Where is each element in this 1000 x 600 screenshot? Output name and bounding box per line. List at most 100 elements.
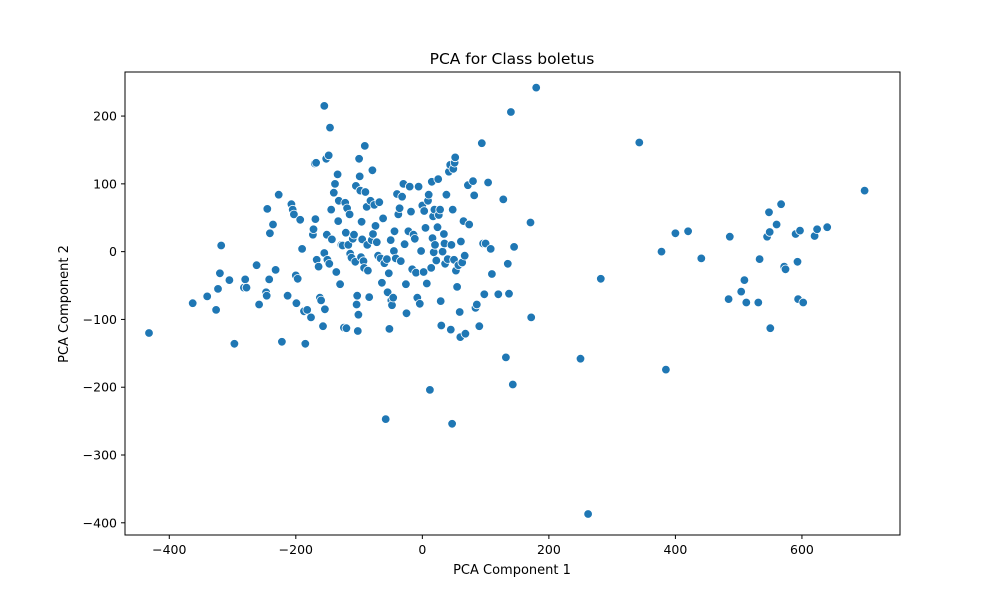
data-point <box>289 209 299 220</box>
data-point <box>264 274 274 285</box>
data-point <box>426 263 436 273</box>
data-point <box>483 177 493 188</box>
data-point <box>352 291 362 301</box>
y-tick-label: −100 <box>83 312 117 327</box>
data-point <box>399 239 410 249</box>
data-point <box>506 107 516 117</box>
data-point <box>265 228 275 239</box>
data-point <box>401 279 411 289</box>
y-axis-label: PCA Component 2 <box>57 245 72 363</box>
data-point <box>319 101 330 111</box>
x-tick-label: 200 <box>537 542 561 557</box>
data-point <box>822 222 832 232</box>
data-point <box>356 217 367 227</box>
y-tick-label: 200 <box>93 109 117 124</box>
data-point <box>498 194 509 205</box>
data-point <box>450 152 460 163</box>
data-point <box>430 240 440 250</box>
data-point <box>418 267 429 277</box>
data-point <box>753 297 764 308</box>
data-point <box>368 229 378 239</box>
data-point <box>202 291 212 302</box>
data-point <box>378 213 388 224</box>
data-point <box>344 209 355 220</box>
data-point <box>384 324 395 334</box>
data-point <box>331 267 342 277</box>
data-point <box>324 150 334 161</box>
data-point <box>422 278 432 289</box>
data-point <box>501 352 511 363</box>
data-point <box>262 291 272 301</box>
data-point <box>355 171 365 182</box>
data-point <box>353 310 364 320</box>
data-point <box>696 253 707 264</box>
data-point <box>764 207 774 218</box>
x-tick-label: −400 <box>152 542 186 557</box>
data-point <box>798 297 808 308</box>
data-point <box>469 190 479 201</box>
data-point <box>736 286 746 297</box>
y-tick-label: −300 <box>83 448 117 463</box>
data-point <box>302 305 312 315</box>
data-point <box>795 225 805 236</box>
data-point <box>477 138 487 148</box>
data-point <box>268 219 278 230</box>
x-tick-label: 0 <box>418 542 426 557</box>
data-point <box>377 278 387 288</box>
data-point <box>187 298 198 308</box>
data-point <box>330 179 340 189</box>
data-point <box>406 206 416 217</box>
data-point <box>216 240 226 251</box>
points-layer <box>144 82 870 519</box>
data-point <box>333 216 343 226</box>
data-point <box>472 299 482 310</box>
data-point <box>596 274 606 284</box>
data-point <box>433 174 443 184</box>
x-tick-label: 400 <box>663 542 687 557</box>
data-point <box>525 217 536 228</box>
data-point <box>435 204 445 215</box>
data-point <box>661 364 671 375</box>
data-point <box>388 293 398 303</box>
data-point <box>310 214 321 224</box>
data-point <box>765 323 776 333</box>
data-point <box>311 158 321 168</box>
data-point <box>448 204 458 215</box>
data-point <box>416 246 426 256</box>
data-point <box>456 236 466 247</box>
data-point <box>351 299 362 310</box>
data-point <box>754 254 765 264</box>
data-point <box>479 289 490 300</box>
data-point <box>325 122 335 133</box>
x-tick-label: −200 <box>279 542 313 557</box>
data-point <box>316 295 326 306</box>
data-point <box>381 414 391 424</box>
data-point <box>725 231 735 242</box>
data-point <box>493 289 504 300</box>
data-point <box>405 181 415 192</box>
data-point <box>353 326 363 336</box>
data-point <box>509 242 519 252</box>
data-point <box>320 304 330 315</box>
data-point <box>447 419 457 429</box>
data-point <box>780 264 791 275</box>
data-point <box>297 244 307 254</box>
data-point <box>270 265 281 275</box>
data-point <box>364 292 374 302</box>
data-point <box>413 181 424 192</box>
data-point <box>363 265 373 276</box>
data-point <box>295 215 305 225</box>
data-point <box>360 141 370 151</box>
data-point <box>144 328 154 338</box>
y-tick-label: 0 <box>109 244 117 259</box>
x-axis-label: PCA Component 1 <box>453 563 571 578</box>
y-tick-label: −200 <box>83 380 117 395</box>
data-point <box>274 189 284 200</box>
data-point <box>723 294 734 304</box>
data-point <box>468 176 478 186</box>
data-point <box>452 282 462 292</box>
data-point <box>432 222 443 232</box>
data-point <box>318 321 328 331</box>
data-point <box>397 191 407 202</box>
